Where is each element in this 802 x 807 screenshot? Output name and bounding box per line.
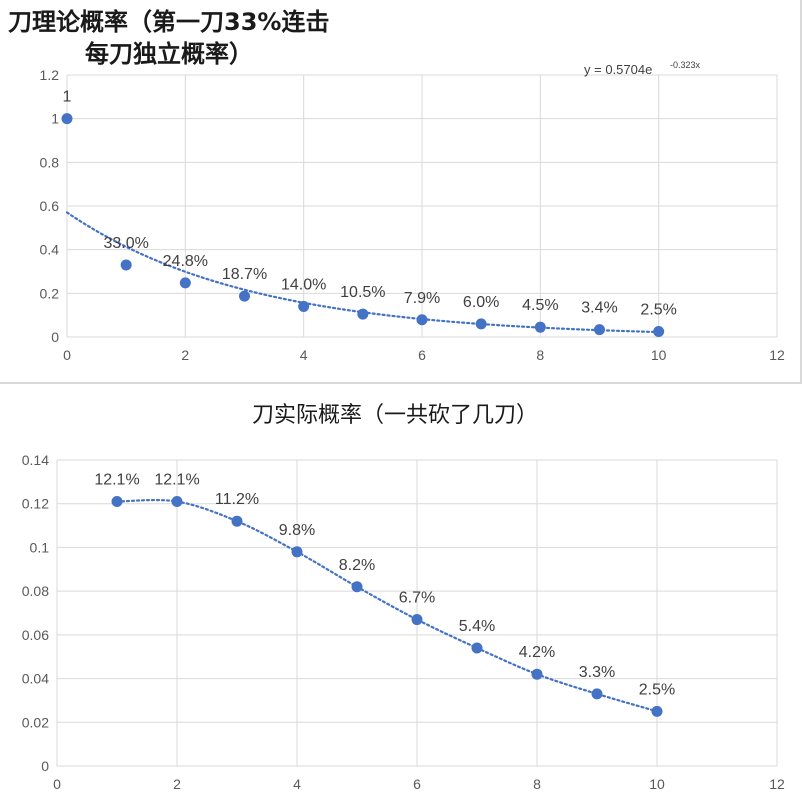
data-point [651,705,663,717]
y-tick-label: 0.12 [22,496,49,512]
x-tick-label: 2 [173,776,181,792]
y-tick-label: 0.2 [40,285,60,301]
chart-theoretical-probability: 00.20.40.60.811.20 2 4 6 8 10 12133.0%24.8%18.… [8,8,785,363]
data-point [291,546,303,558]
x-tick-label: 0 [53,776,61,792]
y-tick-label: 0.04 [22,671,49,687]
data-label: 3.4% [581,300,617,317]
data-label: 7.9% [404,290,440,307]
y-tick-label: 1.2 [40,67,60,83]
data-point [298,300,310,312]
data-point [351,581,363,593]
data-point [531,668,543,680]
data-point [120,259,132,271]
x-tick-label: 4 [300,347,308,363]
x-tick-label: 12 [769,776,785,792]
data-label: 18.7% [222,266,267,283]
chart-panel-theoretical: 0 0.2 0.4 0.6 0.8 1 1.2 0 2 4 6 8 10 12 1 33.0% 24.8% 18.… [0,0,802,382]
data-label: 12.1% [94,472,139,489]
x-tick-label: 6 [418,347,426,363]
chart-title-line1: 刀理论概率（第一刀33%连击 [8,8,329,36]
trendline-equation: y = 0.5704e [584,62,652,77]
y-tick-label: 0 [51,329,59,345]
data-label: 6.7% [399,590,435,607]
chart-actual-probability: 0 0.02 0.04 0.06 0.08 0.1 0.12 0.14 0 2 4 6 8 10 12 12.… [22,403,785,792]
data-point [179,277,191,289]
data-label: 8.2% [339,557,375,574]
y-tick-label: 0.08 [22,583,49,599]
data-label: 9.8% [279,522,315,539]
y-tick-label: 0.1 [30,539,50,555]
data-label: 24.8% [163,253,208,270]
y-tick-label: 0.02 [22,714,49,730]
data-point [61,113,73,125]
data-point [411,614,423,626]
data-label: 2.5% [639,681,675,698]
y-tick-label: 0 [41,758,49,774]
x-tick-label: 6 [413,776,421,792]
data-point [471,642,483,654]
data-label: 12.1% [154,472,199,489]
data-label: 2.5% [640,302,676,319]
data-label: 11.2% [215,491,259,508]
x-tick-label: 0 [63,347,71,363]
data-label: 3.3% [579,664,615,681]
data-label: 10.5% [340,284,385,301]
y-tick-label: 1 [51,111,59,127]
y-tick-label: 0.8 [40,154,60,170]
data-point [416,314,428,326]
data-label: 5.4% [459,618,495,635]
y-tick-label: 0.6 [40,198,60,214]
chart-title-line2: 每刀独立概率） [85,40,253,68]
trendline-equation-exponent: -0.323x [670,60,701,70]
data-label: 1 [63,89,72,106]
data-point [475,318,487,330]
data-point [171,496,183,508]
chart-title: 刀实际概率（一共砍了几刀） [252,403,538,428]
data-point [239,290,250,302]
data-label: 6.0% [463,294,499,311]
data-point [231,515,243,527]
data-point [653,326,665,338]
y-tick-label: 0.14 [22,452,49,468]
y-tick-label: 0.06 [22,627,49,643]
chart-panel-actual: 0 0.02 0.04 0.06 0.08 0.1 0.12 0.14 0 2 4 6 8 10 12 12.… [0,382,802,807]
data-point [111,496,123,508]
data-label: 33.0% [103,235,148,252]
x-tick-label: 10 [651,347,667,363]
x-tick-label: 4 [293,776,301,792]
trendline [115,498,659,713]
data-label: 4.5% [522,297,558,314]
data-label: 14.0% [281,276,326,293]
y-tick-label: 0.4 [40,242,60,258]
x-tick-label: 2 [181,347,189,363]
data-point [357,308,369,320]
x-tick-label: 8 [533,776,541,792]
x-tick-label: 8 [536,347,544,363]
data-point [534,321,546,333]
data-point [594,324,605,336]
data-point [591,688,603,700]
x-tick-label: 10 [649,776,665,792]
x-tick-label: 12 [769,347,785,363]
data-label: 4.2% [519,644,555,661]
